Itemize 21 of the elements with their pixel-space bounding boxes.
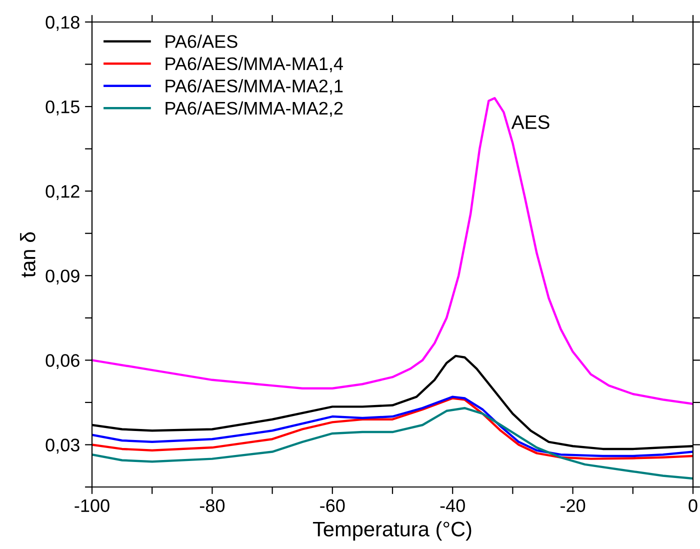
x-tick-label: 0: [688, 499, 698, 512]
y-tick-label: 0,03: [46, 438, 80, 454]
y-tick-label: 0,12: [46, 185, 80, 200]
x-axis-title: Temperatura (°C): [312, 521, 472, 541]
line-series: [92, 96, 693, 405]
x-tick-label: -80: [200, 499, 225, 512]
x-tick-label: -100: [74, 499, 110, 512]
legend-label: PA6/AES/MMA-MA2,1: [166, 79, 343, 95]
x-tick-label: -60: [320, 499, 345, 512]
y-tick-label: 0,18: [46, 16, 80, 31]
legend-label: PA6/AES: [166, 34, 238, 48]
y-tick-label: 0,09: [46, 270, 80, 284]
line-series: [92, 406, 693, 480]
legend-label: PA6/AES/MMA-MA2,2: [166, 101, 343, 117]
y-tick-label: 0,06: [46, 354, 80, 370]
x-tick-label: -20: [560, 499, 586, 512]
y-tick-label: 0,15: [46, 100, 80, 116]
annotation: AES: [511, 115, 550, 130]
x-tick-label: -40: [440, 499, 465, 512]
legend-label: PA6/AES/MMA-MA1,4: [166, 56, 343, 72]
y-axis-title: tan δ: [20, 232, 36, 278]
